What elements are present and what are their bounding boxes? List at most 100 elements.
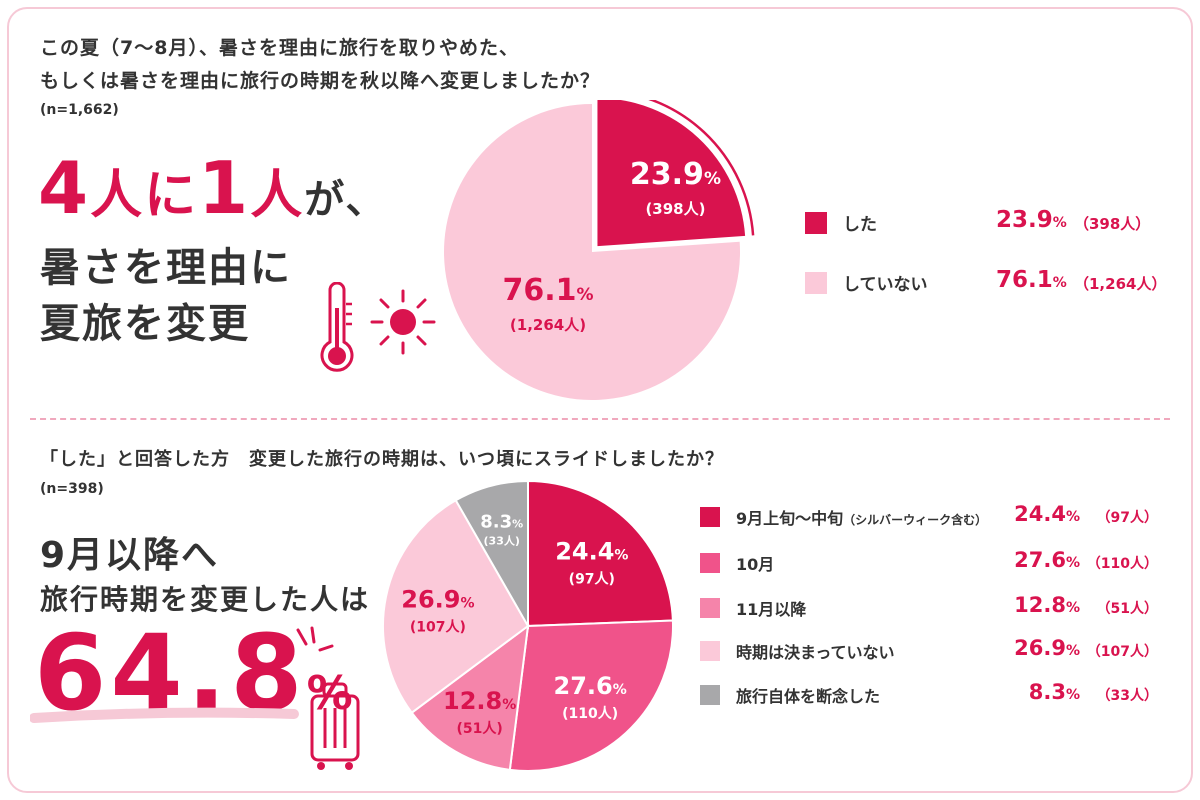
legend-value-unit: % <box>1065 555 1080 571</box>
question-bottom: 「した」と回答した方 変更した旅行の時期は、いつ頃にスライドしましたか？ <box>40 449 724 470</box>
headline-top: 4人に1人が、 <box>38 152 388 228</box>
legend-swatch <box>700 641 720 661</box>
legend-label: 11月以降 <box>736 596 806 620</box>
legend-count: （97人） <box>1096 510 1158 526</box>
legend-item-oct: 10月 <box>700 551 774 575</box>
legend-item-undecided: 時期は決まっていない <box>700 639 895 663</box>
legend-item-shiteinai: していない <box>805 270 928 295</box>
legend-value-unit: % <box>1052 215 1067 231</box>
pie-chart-top: 23.9%(398人)76.1%(1,264人) <box>444 100 755 401</box>
legend-label-text: 旅行自体を断念した <box>736 687 881 706</box>
pie-slice-cancelled <box>454 479 529 630</box>
legend-value-unit: % <box>1052 275 1067 291</box>
sparkle-lines-icon <box>296 626 334 652</box>
pie-slice-shita-group <box>597 100 755 247</box>
legend-value-number: 27.6 <box>1014 548 1066 572</box>
legend-swatch <box>805 211 827 234</box>
legend-label: 旅行自体を断念した <box>736 683 880 707</box>
legend-value: 76.1% <box>996 267 1067 293</box>
legend-label-text: 11月以降 <box>736 600 807 619</box>
pie-value-unit: % <box>576 285 593 305</box>
pie-value-unit: % <box>614 548 628 564</box>
legend-value-number: 8.3 <box>1028 680 1066 704</box>
legend-value-number: 12.8 <box>1014 593 1066 617</box>
pie-slice-sep <box>527 479 674 628</box>
pie-count-label: (110人) <box>562 705 618 722</box>
legend-value-unit: % <box>1065 509 1080 525</box>
legend-value: 26.9% <box>1014 636 1080 660</box>
headline-text-hito: 人 <box>250 166 305 226</box>
legend-label-text: 9月上旬〜中旬 <box>736 509 844 528</box>
pie-value-unit: % <box>502 697 516 713</box>
pie-slice-shita <box>597 100 746 247</box>
pie-value-label: 8.3% <box>480 511 523 532</box>
legend-value-unit: % <box>1065 687 1080 703</box>
brush-underline <box>30 707 299 723</box>
pie-value-unit: % <box>613 682 627 698</box>
legend-value: 12.8% <box>1014 593 1080 617</box>
sample-size-top: (n=1,662) <box>40 102 119 118</box>
legend-swatch <box>700 507 720 527</box>
legend-value: 23.9% <box>996 207 1067 233</box>
pie-slice-shita-outline <box>648 100 755 236</box>
legend-label: していない <box>843 275 928 295</box>
legend-count: （1,264人） <box>1074 275 1167 293</box>
headline-bottom-line1: 9月以降へ <box>40 535 220 576</box>
legend-value-number: 26.9 <box>1014 636 1066 660</box>
legend-value: 27.6% <box>1014 548 1080 572</box>
legend-count: （51人） <box>1096 601 1158 617</box>
legend-swatch <box>700 598 720 618</box>
headline-text-hito-ni: 人に <box>90 166 199 226</box>
pie-slice-shiteinai <box>444 104 740 401</box>
legend-count: （33人） <box>1096 688 1158 704</box>
headline-top-line3: 夏旅を変更 <box>40 301 250 347</box>
headline-number-4: 4 <box>38 146 91 230</box>
legend-swatch <box>700 553 720 573</box>
question-top-line2: もしくは暑さを理由に旅行の時期を秋以降へ変更しましたか？ <box>40 70 601 92</box>
legend-label: 時期は決まっていない <box>736 639 895 663</box>
legend-label-text: 時期は決まっていない <box>736 643 895 662</box>
headline-top-line2: 暑さを理由に <box>40 245 292 291</box>
pie-count-label: (1,264人) <box>510 316 586 334</box>
pie-count-label: (51人) <box>457 720 503 737</box>
legend-value-number: 24.4 <box>1014 502 1066 526</box>
legend-value: 8.3% <box>1029 680 1080 704</box>
legend-label: した <box>843 215 877 235</box>
pie-value-unit: % <box>512 517 523 530</box>
legend-value-number: 76.1 <box>996 267 1053 293</box>
headline-number-1: 1 <box>198 146 251 230</box>
legend-swatch <box>700 685 720 705</box>
legend-value-number: 23.9 <box>996 207 1053 233</box>
headline-bottom-line2: 旅行時期を変更した人は <box>40 583 371 616</box>
legend-label: 9月上旬〜中旬（シルバーウィーク含む） <box>736 505 987 529</box>
headline-text-ga: が、 <box>304 177 388 223</box>
legend-count: （398人） <box>1074 215 1151 233</box>
legend-swatch <box>805 271 827 294</box>
question-top-line1: この夏（7〜8月）、暑さを理由に旅行を取りやめた、 <box>40 37 519 59</box>
legend-value: 24.4% <box>1014 502 1080 526</box>
suitcase-icon <box>310 682 360 770</box>
pie-value-unit: % <box>461 595 475 611</box>
legend-value-unit: % <box>1065 600 1080 616</box>
sample-size-bottom: (n=398) <box>40 481 104 497</box>
legend-label-text: 10月 <box>736 555 775 574</box>
legend-count: （107人） <box>1086 644 1158 660</box>
legend-item-shita: した <box>805 210 877 235</box>
pie-value-unit: % <box>704 169 721 189</box>
legend-item-nov: 11月以降 <box>700 596 806 620</box>
pie-count-label: (33人) <box>484 533 520 547</box>
legend-item-cancelled: 旅行自体を断念した <box>700 683 880 707</box>
legend-item-sep: 9月上旬〜中旬（シルバーウィーク含む） <box>700 505 987 529</box>
sun-icon <box>370 289 436 355</box>
pie-count-label: (398人) <box>645 200 705 218</box>
legend-count: （110人） <box>1086 556 1158 572</box>
legend-label-note: （シルバーウィーク含む） <box>843 513 988 527</box>
legend-label: 10月 <box>736 551 774 575</box>
pie-slice-nov <box>410 623 530 771</box>
thermometer-icon <box>320 282 354 372</box>
legend-value-unit: % <box>1065 643 1080 659</box>
pie-slice-undecided <box>382 498 530 715</box>
pie-chart-bottom: 24.4%(97人)27.6%(110人)12.8%(51人)26.9%(107… <box>382 479 674 772</box>
pie-count-label: (107人) <box>410 618 466 635</box>
section-divider <box>30 418 1170 420</box>
